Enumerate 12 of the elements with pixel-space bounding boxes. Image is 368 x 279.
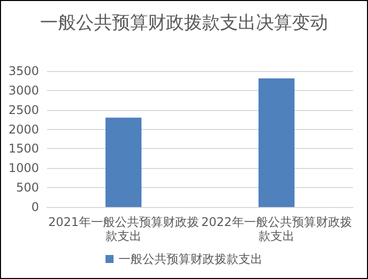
y-tick-label: 3500 <box>8 64 39 78</box>
y-tick-label: 3000 <box>8 83 39 98</box>
legend-label: 一般公共预算财政拨款支出 <box>118 252 262 266</box>
y-tick-label: 500 <box>16 180 39 195</box>
y-tick-label: 1000 <box>8 161 39 176</box>
y-tick-label: 2000 <box>8 122 39 136</box>
chart-title: 一般公共预算财政拨款支出决算变动 <box>40 12 328 34</box>
x-tick-label: 2021年一般公共预算财政拨款支出 <box>48 215 199 243</box>
y-tick-label: 2500 <box>8 102 39 117</box>
x-tick-label: 2022年一般公共预算财政拨款支出 <box>201 215 352 243</box>
y-tick-label: 1500 <box>8 142 39 156</box>
y-tick-label: 0 <box>31 200 39 214</box>
